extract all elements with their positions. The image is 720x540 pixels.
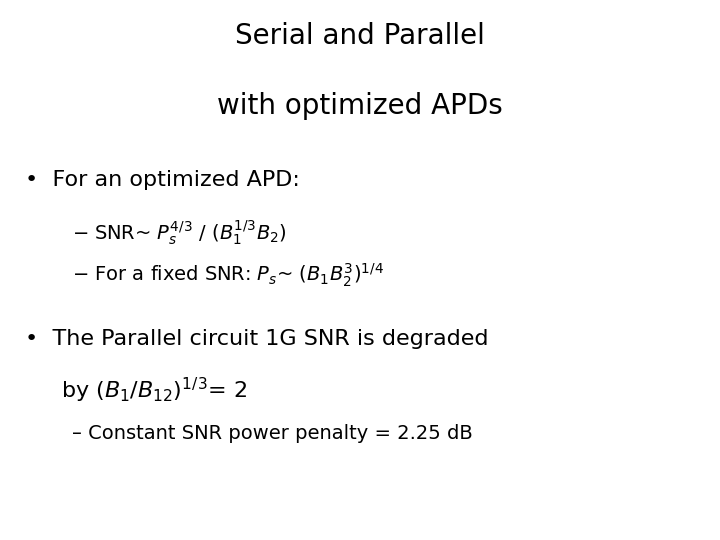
Text: •  For an optimized APD:: • For an optimized APD: [25, 170, 300, 190]
Text: by ($B_1/B_{12}$)$^{1/3}$= 2: by ($B_1/B_{12}$)$^{1/3}$= 2 [61, 375, 248, 404]
Text: Serial and Parallel: Serial and Parallel [235, 22, 485, 50]
Text: $-$ For a fixed SNR: $P_s$~ ($B_1B_2^3$)$^{1/4}$: $-$ For a fixed SNR: $P_s$~ ($B_1B_2^3$)… [72, 262, 384, 289]
Text: $-$ SNR~ $P_s^{4/3}$ / ($B_1^{1/3}B_2$): $-$ SNR~ $P_s^{4/3}$ / ($B_1^{1/3}B_2$) [72, 219, 287, 247]
Text: with optimized APDs: with optimized APDs [217, 92, 503, 120]
Text: •  The Parallel circuit 1G SNR is degraded: • The Parallel circuit 1G SNR is degrade… [25, 329, 489, 349]
Text: – Constant SNR power penalty = 2.25 dB: – Constant SNR power penalty = 2.25 dB [72, 424, 473, 443]
